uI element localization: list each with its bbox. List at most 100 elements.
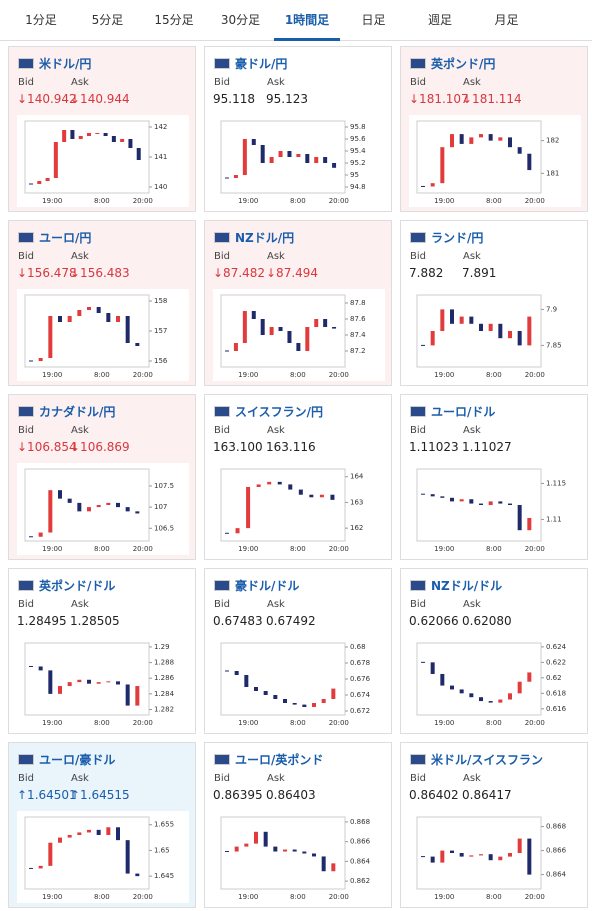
y-tick-label: 0.672 [350, 707, 370, 715]
ask-label: Ask [463, 77, 481, 88]
bid-label: Bid [18, 251, 34, 262]
plot-frame [416, 816, 542, 890]
y-tick-label: 0.862 [350, 877, 370, 885]
tab[interactable]: 週足 [427, 13, 452, 27]
rate-card[interactable]: NZドル/円 Bid Ask ↓87.482 ↓87.494 87.2 87.4 87.6 87… [204, 220, 392, 386]
candle [87, 133, 91, 136]
rate-card[interactable]: 米ドル/スイスフラン Bid Ask 0.86402 0.86417 0.864 0.866… [400, 742, 588, 908]
plot-frame [24, 294, 150, 368]
rate-card[interactable]: ユーロ/ドル Bid Ask 1.11023 1.11027 1.11 1.115 19:00… [400, 394, 588, 560]
pair-name[interactable]: NZドル/ドル [431, 579, 503, 593]
candle [479, 323, 483, 331]
candle [95, 133, 100, 134]
rate-card[interactable]: 豪ドル/円 Bid Ask 95.118 95.123 94.8 95 95.2 95.4 95.… [204, 46, 392, 212]
tab[interactable]: 日足 [361, 13, 386, 27]
tab[interactable]: 月足 [494, 13, 519, 27]
pair-name[interactable]: ランド/円 [431, 231, 484, 245]
plot-frame [220, 120, 346, 194]
plot-frame [416, 120, 542, 194]
rate-card[interactable]: ランド/円 Bid Ask 7.882 7.891 7.85 7.9 19:00 8:00 20:… [400, 220, 588, 386]
candle [430, 331, 435, 346]
plot-frame [416, 294, 542, 368]
y-tick-label: 1.286 [154, 674, 175, 682]
pair-name[interactable]: ユーロ/豪ドル [39, 753, 116, 767]
pair-name[interactable]: ユーロ/英ポンド [235, 753, 324, 767]
x-tick-label: 8:00 [486, 545, 502, 553]
bid-label: Bid [18, 773, 34, 784]
pair-name[interactable]: 豪ドル/円 [235, 57, 288, 71]
pair-name[interactable]: ユーロ/ドル [431, 405, 496, 419]
candle [116, 827, 120, 841]
candle [421, 661, 425, 663]
pair-name[interactable]: 英ポンド/ドル [39, 579, 116, 593]
x-tick-label: 20:00 [329, 545, 349, 553]
candle [234, 671, 239, 675]
pair-name[interactable]: ユーロ/円 [39, 231, 92, 245]
rate-card[interactable]: ユーロ/英ポンド Bid Ask 0.86395 0.86403 0.862 0.864 0.… [204, 742, 392, 908]
pair-name[interactable]: スイスフラン/円 [235, 405, 324, 419]
candle [450, 497, 454, 502]
candle [287, 151, 292, 157]
y-tick-label: 141 [154, 153, 167, 161]
rate-card[interactable]: 英ポンド/ドル Bid Ask 1.28495 1.28505 1.282 1.284 1.2… [8, 568, 196, 734]
bid-label: Bid [410, 773, 426, 784]
bid-value: 0.86395 [213, 788, 263, 802]
candle [48, 842, 53, 866]
tab[interactable]: 5分足 [91, 13, 124, 27]
candle [508, 693, 512, 700]
rate-card[interactable]: 米ドル/円 Bid Ask ↓140.942 ↓140.944 140 141 142 19:0… [8, 46, 196, 212]
ask-value: 0.86417 [462, 788, 512, 802]
rate-card[interactable]: カナダドル/円 Bid Ask ↓106.854 ↓106.869 106.5 107 107… [8, 394, 196, 560]
y-tick-label: 0.616 [546, 705, 567, 713]
candle [251, 139, 256, 145]
bid-label: Bid [18, 425, 34, 436]
candle [440, 147, 445, 184]
candle [430, 183, 435, 187]
tab[interactable]: 30分足 [220, 13, 261, 27]
tab[interactable]: 15分足 [154, 13, 194, 27]
x-tick-label: 20:00 [329, 893, 349, 901]
tab[interactable]: 1分足 [25, 13, 57, 27]
pair-name[interactable]: カナダドル/円 [39, 405, 116, 419]
pair-name[interactable]: 英ポンド/円 [431, 57, 496, 71]
rate-card[interactable]: 豪ドル/ドル Bid Ask 0.67483 0.67492 0.672 0.674 0.67… [204, 568, 392, 734]
candle [244, 843, 249, 847]
candle [508, 853, 512, 857]
mini-chart: 0.616 0.618 0.62 0.622 0.624 19:00 8:00 20:00 [409, 637, 581, 729]
pair-name[interactable]: 米ドル/円 [39, 57, 92, 71]
tab-bar: 1分足 5分足 15分足 30分足 1時間足 日足 週足 月足 [0, 0, 592, 41]
flag-icon [410, 232, 426, 243]
tab[interactable]: 1時間足 [274, 0, 340, 41]
candle [263, 691, 268, 695]
plot-frame [220, 294, 346, 368]
ask-value: 7.891 [462, 266, 497, 280]
plot-frame [220, 468, 346, 542]
rate-card[interactable]: ユーロ/円 Bid Ask ↓156.478 ↓156.483 156 157 158 19:0… [8, 220, 196, 386]
candle [488, 701, 493, 703]
pair-name[interactable]: 豪ドル/ドル [235, 579, 300, 593]
candle [527, 838, 532, 875]
mini-chart: 1.645 1.65 1.655 19:00 8:00 20:00 [17, 811, 189, 903]
candle [29, 360, 33, 362]
bid-value: 0.86402 [409, 788, 459, 802]
rate-card[interactable]: ユーロ/豪ドル Bid Ask ↑1.64501 ↑1.64515 1.645 1.65 1.… [8, 742, 196, 908]
candle [323, 319, 328, 327]
x-tick-label: 20:00 [133, 719, 153, 727]
candle [269, 327, 274, 335]
rate-card[interactable]: 英ポンド/円 Bid Ask ↓181.107 ↓181.114 181 182 19:00 8… [400, 46, 588, 212]
x-tick-label: 19:00 [42, 371, 62, 379]
candle [469, 693, 474, 698]
bid-value: 95.118 [213, 92, 255, 106]
rate-card[interactable]: NZドル/ドル Bid Ask 0.62066 0.62080 0.616 0.618 0.6… [400, 568, 588, 734]
ask-label: Ask [267, 251, 285, 262]
x-tick-label: 19:00 [238, 893, 258, 901]
rate-card[interactable]: スイスフラン/円 Bid Ask 163.100 163.116 162 163 164 19:… [204, 394, 392, 560]
y-tick-label: 95 [350, 171, 359, 179]
y-tick-label: 1.284 [154, 690, 175, 698]
pair-name[interactable]: 米ドル/スイスフラン [431, 753, 544, 767]
candle [517, 838, 522, 853]
candle [278, 327, 283, 331]
bid-label: Bid [18, 599, 34, 610]
candle [96, 682, 101, 684]
pair-name[interactable]: NZドル/円 [235, 231, 295, 245]
